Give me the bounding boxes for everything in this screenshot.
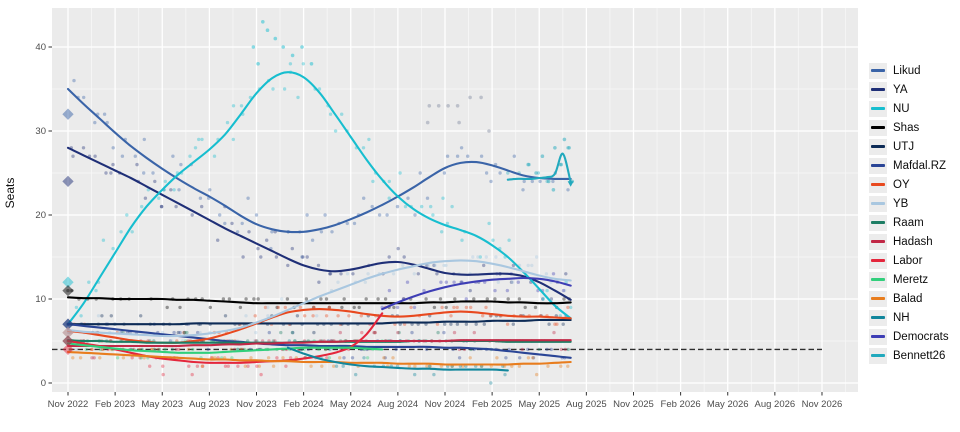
trend-line-Balad [66,350,572,366]
legend-key-line-icon [869,81,887,98]
legend-item-YB: YB [869,194,949,213]
legend-label: Balad [893,292,923,305]
legend: Likud YA NU Shas UTJ Mafdal.RZ OY YB Raam Hadash L… [869,61,949,365]
extra-points-NU-peak-polls [251,20,314,66]
legend-key-line-icon [869,271,887,288]
line-end-arrow-Bennett26 [567,181,574,187]
legend-label: Shas [893,121,920,134]
x-tick-label: Feb 2024 [284,399,324,410]
y-tick-label: 20 [35,210,46,221]
legend-item-Shas: Shas [869,118,949,137]
legend-key-line-icon [869,138,887,155]
trend-line-NU [66,71,572,326]
legend-label: OY [893,178,910,191]
x-tick-label: Nov 2022 [48,399,89,410]
legend-item-Bennett26: Bennett26 [869,346,949,365]
legend-key-line-icon [869,100,887,117]
y-tick-label: 0 [41,378,46,389]
legend-label: Hadash [893,235,933,248]
legend-label: Democrats [893,330,949,343]
x-tick-label: Feb 2026 [661,399,701,410]
x-tick-label: May 2025 [518,399,560,410]
x-tick-label: Nov 2025 [613,399,654,410]
legend-label: NH [893,311,910,324]
trend-line-UTJ [66,318,572,326]
trend-line-YB [66,259,572,338]
y-tick-label: 40 [35,42,46,53]
trend-line-Likud [66,87,572,234]
legend-item-Meretz: Meretz [869,270,949,289]
legend-key-line-icon [869,347,887,364]
legend-key-line-icon [869,252,887,269]
legend-key-line-icon [869,309,887,326]
trend-line-Democrats [381,276,572,311]
x-tick-label: Nov 2026 [802,399,843,410]
legend-item-Raam: Raam [869,213,949,232]
trend-line-Hadash [66,339,572,348]
x-tick-label: Nov 2023 [236,399,277,410]
x-tick-label: May 2023 [141,399,183,410]
x-tick-label: Aug 2025 [566,399,607,410]
legend-item-Balad: Balad [869,289,949,308]
x-tick-label: May 2026 [707,399,749,410]
y-tick-label: 30 [35,126,46,137]
trend-line-Meretz [66,342,384,354]
trend-line-YA [66,146,572,301]
x-tick-label: Aug 2023 [189,399,230,410]
legend-label: Labor [893,254,923,267]
y-axis-label: Seats [3,177,17,209]
legend-item-OY: OY [869,175,949,194]
legend-label: Mafdal.RZ [893,159,947,172]
legend-label: YA [893,83,908,96]
trend-line-Bennett26 [506,152,572,184]
legend-key-line-icon [869,119,887,136]
extra-points-high-gray-polls [425,95,491,133]
y-tick-label: 10 [35,294,46,305]
x-tick-label: Feb 2023 [95,399,135,410]
legend-key-line-icon [869,176,887,193]
legend-label: Likud [893,64,921,77]
x-tick-label: Nov 2024 [425,399,466,410]
legend-key-line-icon [869,328,887,345]
trend-line-Shas [66,296,572,305]
legend-key-line-icon [869,233,887,250]
legend-label: YB [893,197,909,210]
x-tick-label: Aug 2024 [378,399,419,410]
legend-item-Labor: Labor [869,251,949,270]
x-tick-label: May 2024 [330,399,372,410]
legend-key-line-icon [869,62,887,79]
legend-label: Bennett26 [893,349,946,362]
legend-key-line-icon [869,214,887,231]
legend-key-line-icon [869,157,887,174]
legend-label: NU [893,102,910,115]
legend-item-NH: NH [869,308,949,327]
legend-item-Hadash: Hadash [869,232,949,251]
trend-line-NH [286,346,509,372]
x-tick-label: Feb 2025 [472,399,512,410]
legend-item-Mafdal.RZ: Mafdal.RZ [869,156,949,175]
legend-label: Meretz [893,273,929,286]
legend-key-line-icon [869,195,887,212]
x-tick-label: Aug 2026 [755,399,796,410]
poll-points-Likud [72,78,570,259]
legend-item-YA: YA [869,80,949,99]
legend-item-NU: NU [869,99,949,118]
legend-label: UTJ [893,140,915,153]
legend-label: Raam [893,216,924,229]
legend-item-UTJ: UTJ [869,137,949,156]
trend-line-Labor [66,312,384,364]
legend-item-Likud: Likud [869,61,949,80]
panel-background [52,8,858,392]
extra-points-Bennett26-late-polls [526,137,574,192]
legend-item-Democrats: Democrats [869,327,949,346]
trend-line-Mafdal.RZ [66,323,572,359]
legend-key-line-icon [869,290,887,307]
